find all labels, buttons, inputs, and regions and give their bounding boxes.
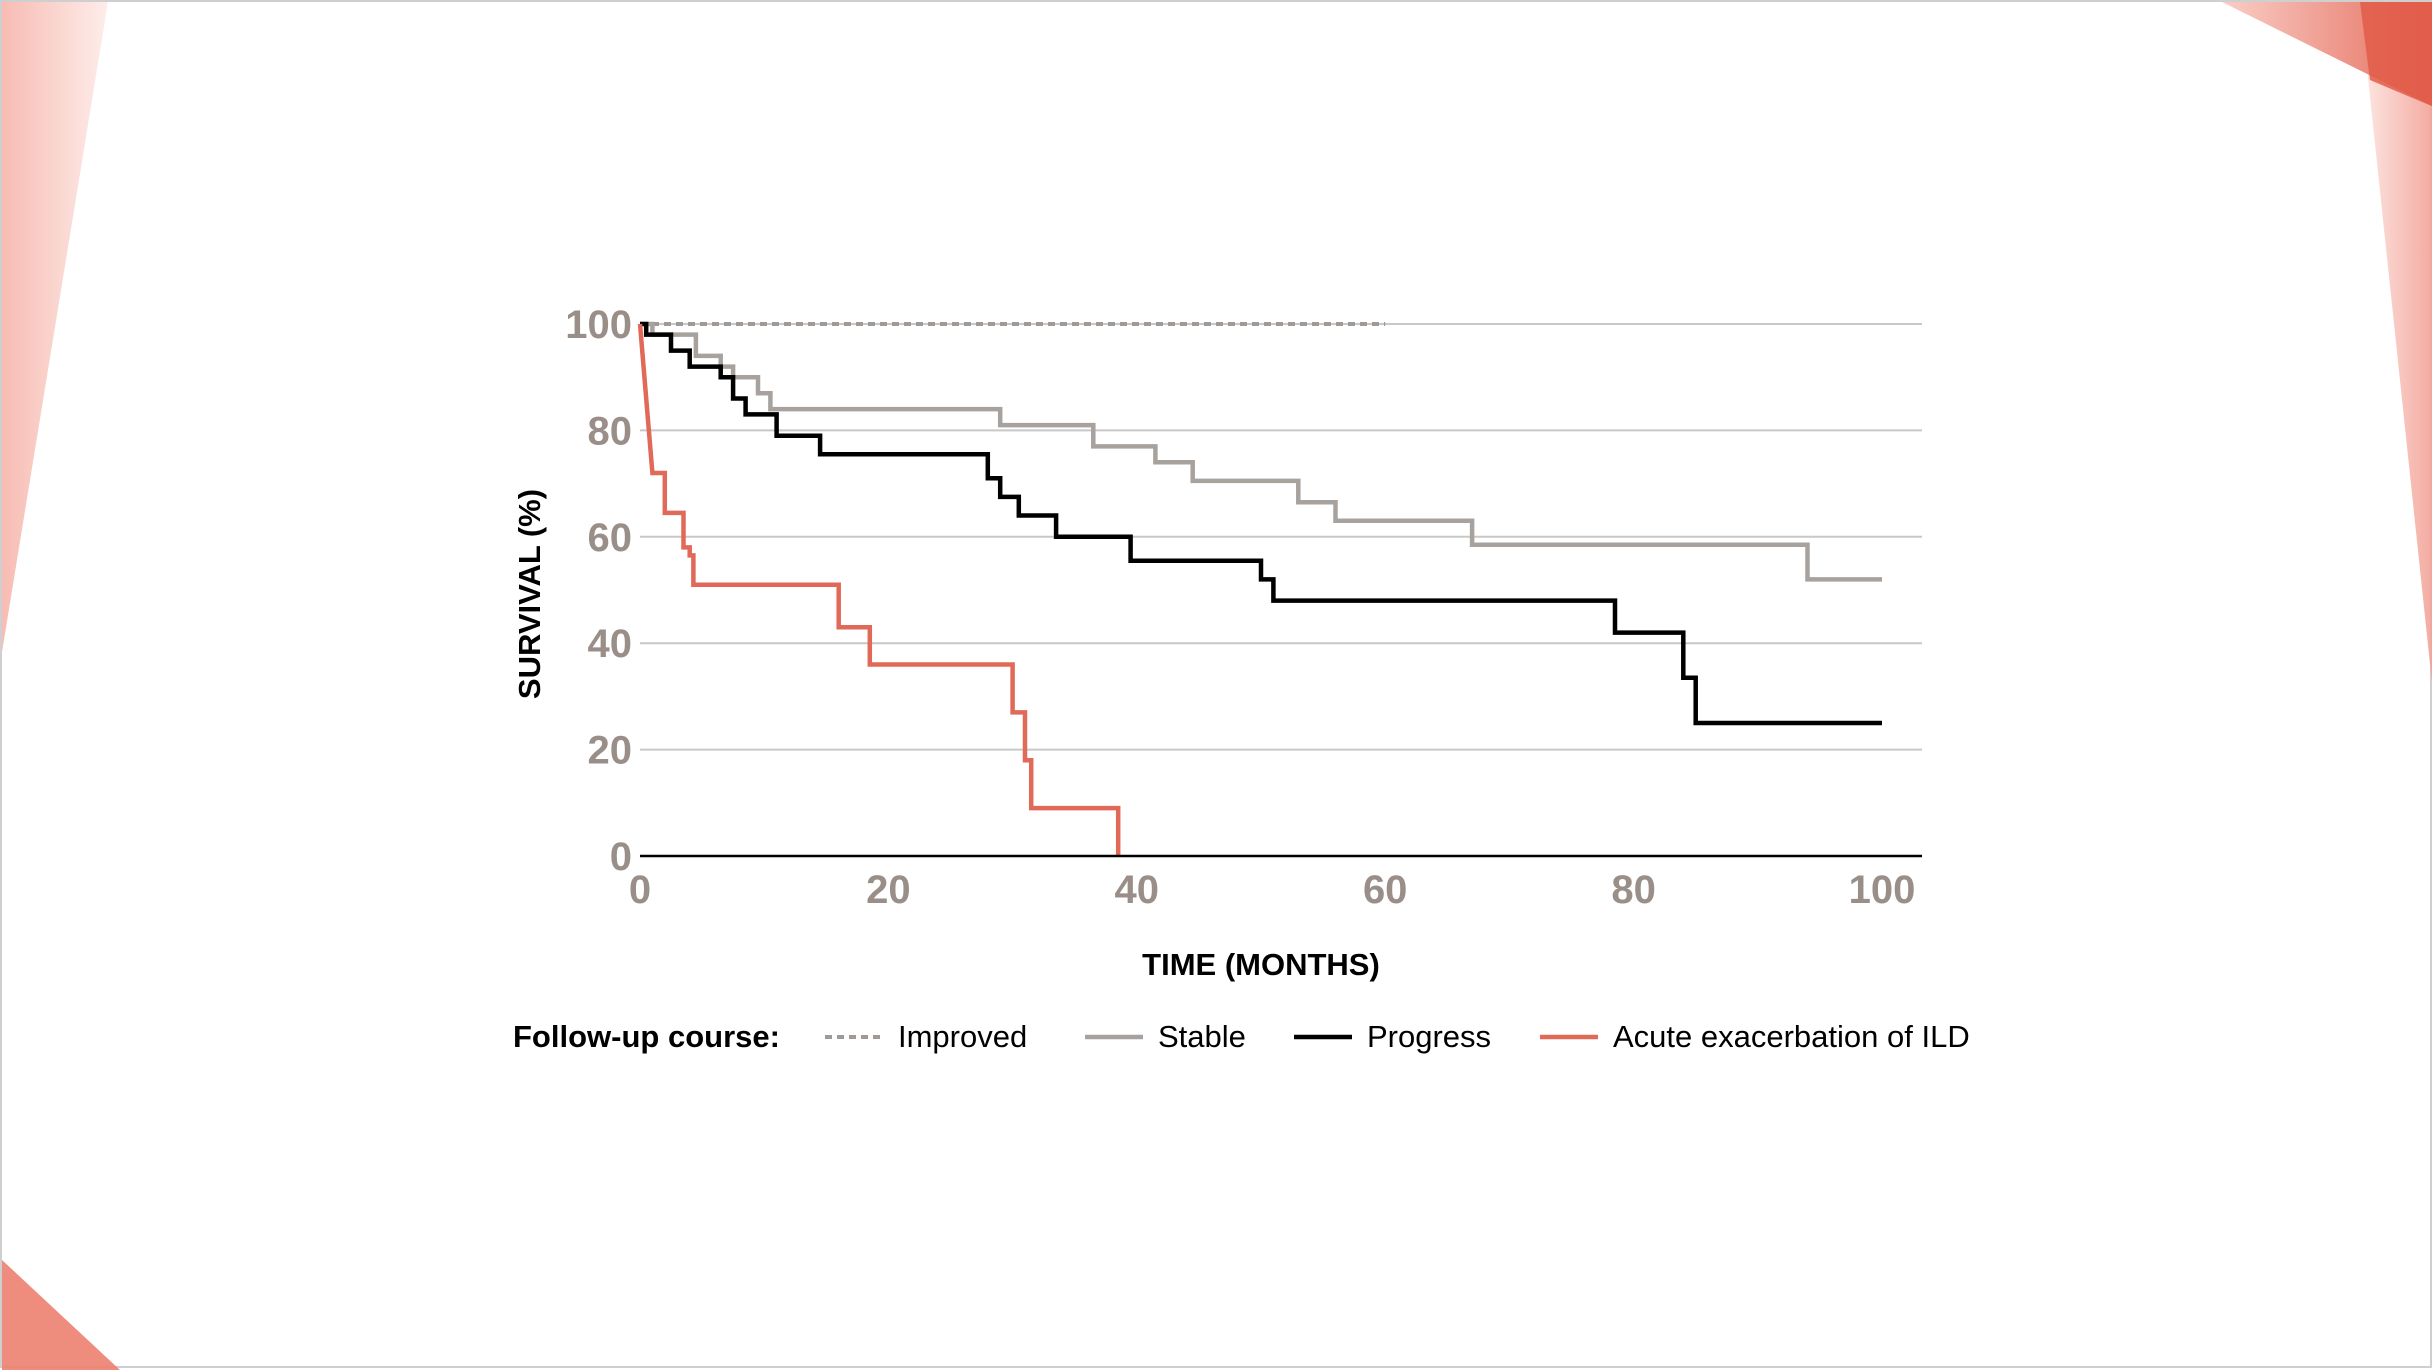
x-tick-label-20: 20	[866, 868, 911, 912]
legend-label-progress: Progress	[1367, 1019, 1491, 1054]
legend-label-stable: Stable	[1158, 1019, 1246, 1054]
x-tick-label-100: 100	[1849, 868, 1916, 912]
legend-label-acute-exacerbation-of-ild: Acute exacerbation of ILD	[1613, 1019, 1970, 1054]
legend-label-improved: Improved	[898, 1019, 1027, 1054]
deco-bottom-left-shard	[2, 1260, 120, 1370]
series-line-progress	[640, 321, 1882, 726]
x-tick-label-60: 60	[1363, 868, 1408, 912]
series-line-stable	[640, 321, 1882, 582]
legend-title: Follow-up course:	[513, 1019, 780, 1054]
deco-left-shard	[2, 2, 108, 652]
y-tick-label-0: 0	[610, 835, 632, 879]
axes: 0 20 40 60 80 100 0 20 40 60 80 100	[565, 303, 1922, 912]
deco-right-shard	[2360, 2, 2432, 684]
series-lines	[637, 321, 1882, 856]
y-tick-label-40: 40	[588, 622, 633, 666]
x-tick-label-80: 80	[1611, 868, 1656, 912]
y-tick-label-100: 100	[565, 303, 632, 347]
legend: Follow-up course: Improved Stable Progress…	[513, 1019, 1970, 1054]
x-axis-title: TIME (MONTHS)	[1142, 947, 1380, 982]
y-tick-label-80: 80	[588, 409, 633, 453]
grid-lines	[640, 323, 1922, 751]
y-tick-label-20: 20	[588, 729, 633, 773]
x-tick-label-0: 0	[629, 868, 651, 912]
deco-top-right-accent	[2360, 2, 2432, 107]
x-tick-label-40: 40	[1115, 868, 1160, 912]
y-tick-label-60: 60	[588, 516, 633, 560]
y-axis-title: SURVIVAL (%)	[512, 489, 547, 699]
series-line-acute-exacerbation-of-ild	[637, 323, 1121, 856]
